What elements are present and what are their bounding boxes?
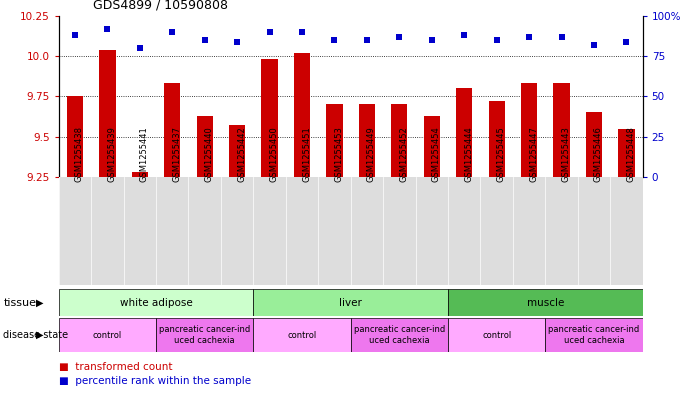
Text: GSM1255448: GSM1255448 — [627, 127, 636, 182]
Text: GSM1255441: GSM1255441 — [140, 127, 149, 182]
Bar — [261, 59, 278, 177]
Bar — [448, 318, 545, 352]
Point — [296, 29, 307, 35]
Text: GSM1255450: GSM1255450 — [269, 127, 278, 182]
Text: white adipose: white adipose — [120, 298, 192, 308]
Bar — [254, 318, 350, 352]
Bar — [489, 101, 504, 177]
Bar — [456, 88, 473, 177]
Bar — [67, 96, 83, 177]
Text: GDS4899 / 10590808: GDS4899 / 10590808 — [93, 0, 228, 12]
Text: liver: liver — [339, 298, 362, 308]
Bar — [618, 129, 634, 177]
Text: control: control — [287, 331, 316, 340]
Point — [524, 33, 535, 40]
Bar — [59, 177, 643, 285]
Text: ▶: ▶ — [36, 330, 44, 340]
Text: pancreatic cancer-ind
uced cachexia: pancreatic cancer-ind uced cachexia — [549, 325, 640, 345]
Text: pancreatic cancer-ind
uced cachexia: pancreatic cancer-ind uced cachexia — [354, 325, 445, 345]
Text: disease state: disease state — [3, 330, 68, 340]
Text: ■  transformed count: ■ transformed count — [59, 362, 172, 373]
Text: ■  percentile rank within the sample: ■ percentile rank within the sample — [59, 376, 251, 386]
Text: control: control — [93, 331, 122, 340]
Point — [102, 26, 113, 32]
Text: GSM1255444: GSM1255444 — [464, 127, 473, 182]
Bar — [59, 289, 254, 316]
Text: GSM1255445: GSM1255445 — [497, 127, 506, 182]
Bar — [350, 318, 448, 352]
Point — [459, 32, 470, 38]
Text: pancreatic cancer-ind
uced cachexia: pancreatic cancer-ind uced cachexia — [159, 325, 250, 345]
Text: GSM1255443: GSM1255443 — [562, 127, 571, 182]
Text: GSM1255442: GSM1255442 — [237, 127, 246, 182]
Bar — [326, 105, 343, 177]
Point — [361, 37, 372, 43]
Text: GSM1255438: GSM1255438 — [75, 126, 84, 182]
Bar — [391, 105, 408, 177]
Point — [556, 33, 567, 40]
Bar — [359, 105, 375, 177]
Point — [199, 37, 210, 43]
Bar — [59, 318, 156, 352]
Point — [69, 32, 80, 38]
Text: tissue: tissue — [3, 298, 37, 308]
Point — [264, 29, 275, 35]
Point — [621, 39, 632, 45]
Text: GSM1255447: GSM1255447 — [529, 127, 538, 182]
Text: GSM1255452: GSM1255452 — [399, 127, 408, 182]
Bar — [424, 116, 440, 177]
Bar — [229, 125, 245, 177]
Text: GSM1255453: GSM1255453 — [334, 127, 343, 182]
Text: GSM1255454: GSM1255454 — [432, 127, 441, 182]
Bar — [553, 83, 569, 177]
Text: control: control — [482, 331, 511, 340]
Text: muscle: muscle — [527, 298, 564, 308]
Bar — [586, 112, 602, 177]
Bar — [521, 83, 537, 177]
Bar — [197, 116, 213, 177]
Point — [394, 33, 405, 40]
Text: GSM1255437: GSM1255437 — [172, 126, 181, 182]
Point — [231, 39, 243, 45]
Text: GSM1255451: GSM1255451 — [302, 127, 311, 182]
Point — [134, 45, 145, 51]
Bar — [132, 172, 148, 177]
Point — [329, 37, 340, 43]
Bar — [156, 318, 254, 352]
Point — [167, 29, 178, 35]
Bar — [164, 83, 180, 177]
Text: GSM1255439: GSM1255439 — [107, 127, 116, 182]
Bar — [448, 289, 643, 316]
Bar — [545, 318, 643, 352]
Point — [426, 37, 437, 43]
Text: GSM1255446: GSM1255446 — [594, 127, 603, 182]
Text: ▶: ▶ — [36, 298, 44, 308]
Bar — [100, 50, 115, 177]
Text: GSM1255440: GSM1255440 — [205, 127, 214, 182]
Text: GSM1255449: GSM1255449 — [367, 127, 376, 182]
Point — [589, 42, 600, 48]
Bar — [254, 289, 448, 316]
Bar — [294, 53, 310, 177]
Point — [491, 37, 502, 43]
